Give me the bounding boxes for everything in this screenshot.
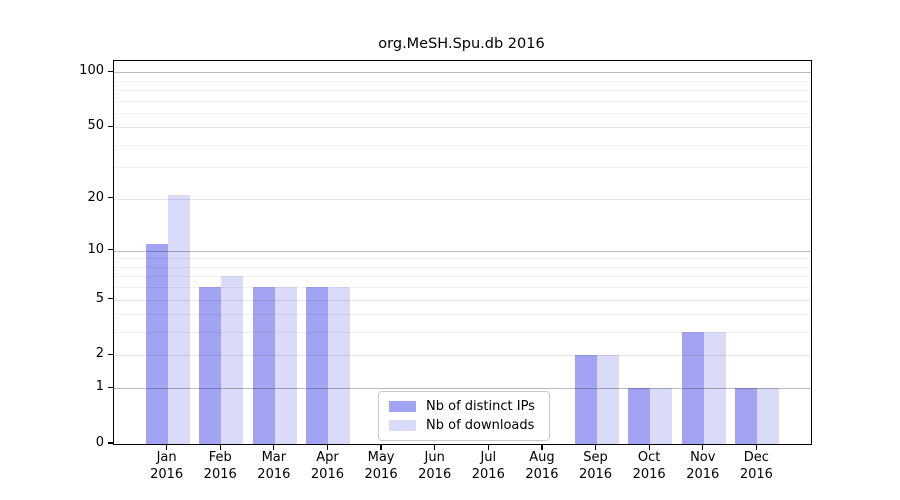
gridline-minor: [114, 266, 811, 268]
bar-distinct-ips: [252, 287, 275, 444]
x-tick-mark: [166, 444, 168, 450]
bar-distinct-ips: [574, 355, 597, 444]
y-tick-mark: [108, 197, 113, 199]
chart-title: org.MeSH.Spu.db 2016: [378, 36, 545, 52]
bar-downloads: [596, 355, 619, 444]
gridline-decade: [114, 250, 811, 252]
y-axis-label: 0: [95, 435, 104, 450]
x-axis-label: Dec 2016: [739, 450, 773, 482]
x-axis-label: Mar 2016: [257, 450, 291, 482]
legend: Nb of distinct IPs Nb of downloads: [378, 391, 550, 441]
x-tick-mark: [487, 444, 489, 450]
gridline: [114, 299, 811, 301]
y-axis-label: 10: [87, 241, 104, 257]
gridline-minor: [114, 276, 811, 278]
bar-distinct-ips: [735, 388, 758, 444]
legend-item: Nb of distinct IPs: [379, 397, 549, 416]
gridline-minor: [114, 167, 811, 169]
x-tick-mark: [326, 444, 329, 450]
gridline-minor: [114, 332, 811, 334]
x-axis-label: May 2016: [364, 450, 398, 482]
x-tick-mark: [273, 444, 275, 450]
bar-distinct-ips: [145, 243, 168, 444]
y-tick-mark: [108, 70, 113, 72]
gridline-minor: [114, 112, 811, 114]
gridline-minor: [114, 89, 811, 91]
legend-swatch-distinct-ips: [389, 401, 416, 412]
bar-distinct-ips: [199, 287, 222, 444]
y-axis-label: 2: [95, 346, 104, 362]
legend-label: Nb of downloads: [426, 418, 535, 433]
gridline: [114, 355, 811, 357]
y-axis-label: 100: [79, 63, 104, 79]
x-tick-mark: [541, 444, 543, 450]
x-axis-label: Apr 2016: [310, 450, 344, 482]
x-axis-label: Feb 2016: [203, 450, 237, 482]
legend-label: Nb of distinct IPs: [426, 399, 535, 414]
bar-downloads: [221, 276, 244, 444]
x-axis-label: Nov 2016: [686, 450, 720, 482]
y-axis-label: 20: [87, 189, 104, 205]
bar-downloads: [274, 287, 297, 444]
x-tick-mark: [594, 444, 597, 450]
x-tick-mark: [648, 444, 650, 450]
plot-area: [113, 60, 812, 445]
y-tick-mark: [108, 386, 113, 388]
y-tick-mark: [108, 125, 113, 127]
gridline-minor: [114, 287, 811, 289]
gridline-minor: [114, 144, 811, 146]
x-tick-mark: [755, 444, 757, 450]
y-axis-label: 1: [95, 379, 104, 395]
gridline-decade: [114, 388, 811, 390]
x-axis-label: Aug 2016: [525, 450, 559, 482]
y-tick-mark: [108, 249, 113, 251]
x-axis-label: Oct 2016: [632, 450, 666, 482]
gridline-minor: [114, 100, 811, 102]
x-axis-label: Jan 2016: [150, 450, 184, 482]
gridline-minor: [114, 314, 811, 316]
gridline-minor: [114, 80, 811, 82]
bar-distinct-ips: [306, 287, 329, 444]
legend-item: Nb of downloads: [379, 416, 549, 435]
y-axis-label: 50: [87, 118, 104, 134]
x-tick-mark: [434, 444, 436, 450]
legend-swatch-downloads: [389, 420, 416, 431]
bar-downloads: [167, 194, 190, 444]
x-axis-label: Jun 2016: [418, 450, 452, 482]
y-tick-mark: [108, 442, 113, 444]
x-axis-label: Jul 2016: [471, 450, 505, 482]
bar-downloads: [328, 287, 351, 444]
x-tick-mark: [702, 444, 704, 450]
gridline-decade: [114, 72, 811, 74]
x-tick-mark: [380, 444, 382, 450]
y-tick-mark: [108, 298, 113, 300]
gridline-minor: [114, 258, 811, 260]
bar-downloads: [757, 388, 780, 444]
gridline: [114, 127, 811, 129]
y-axis-label: 5: [95, 290, 104, 306]
y-tick-mark: [108, 353, 113, 356]
x-axis-label: Sep 2016: [578, 450, 613, 482]
bar-downloads: [650, 388, 673, 444]
x-tick-mark: [219, 444, 221, 450]
bar-downloads: [703, 332, 726, 444]
gridline: [114, 198, 811, 200]
bar-distinct-ips: [681, 332, 704, 444]
bar-distinct-ips: [628, 388, 651, 444]
